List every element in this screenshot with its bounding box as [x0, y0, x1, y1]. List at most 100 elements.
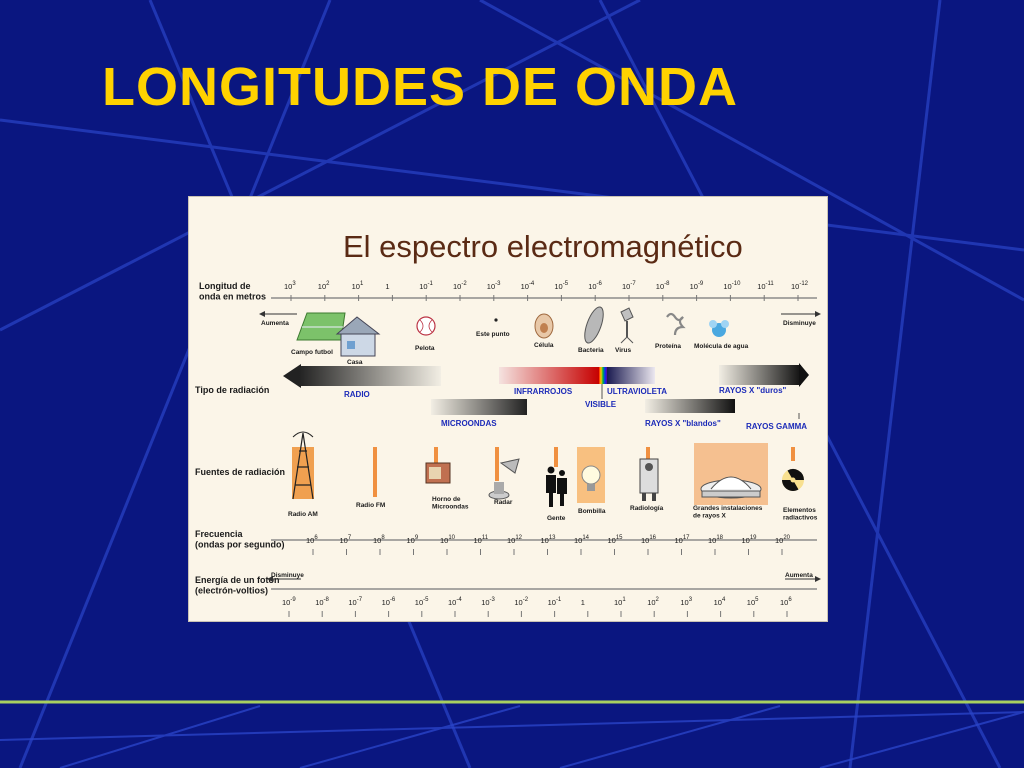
band-label-microwave: MICROONDAS — [441, 419, 497, 428]
wavelength-tick-label: 10-2 — [453, 281, 467, 291]
size-label-dot: Este punto — [476, 331, 510, 338]
energy-tick-label: 10-5 — [415, 597, 429, 607]
energy-tick-label: 10-2 — [514, 597, 528, 607]
fm-signal-icon — [373, 447, 377, 497]
wavelength-tick-label: 103 — [284, 281, 296, 291]
hard-xray-band — [719, 365, 801, 385]
size-label-water-molecule: Molécula de agua — [694, 343, 749, 350]
protein-icon — [666, 312, 686, 336]
band-label-gamma: RAYOS GAMMA — [746, 422, 807, 431]
soft-xray-band — [645, 399, 735, 413]
radio-band-arrowhead — [283, 364, 301, 388]
frequency-tick-label: 106 — [306, 535, 318, 545]
row-label-radiation-type: Tipo de radiación — [195, 385, 269, 395]
size-label-protein: Proteína — [655, 343, 681, 350]
light-bulb-icon — [577, 447, 605, 503]
em-spectrum-figure: El espectro electromagnético Longitud de… — [189, 197, 827, 621]
xray-facility-icon — [694, 443, 768, 505]
frequency-tick-label: 1014 — [574, 535, 590, 545]
wavelength-ticks: 103 102 101 1 10-1 10-2 10-3 10-4 10-5 10-6 10-7 10… — [284, 281, 809, 301]
frequency-tick-label: 107 — [340, 535, 352, 545]
source-label-people: Gente — [547, 515, 566, 522]
energy-tick-label: 10-9 — [282, 597, 296, 607]
em-spectrum-diagram: El espectro electromagnético Longitud de… — [195, 229, 821, 617]
size-label-ball: Pelota — [415, 345, 435, 352]
frequency-tick-label: 1017 — [675, 535, 691, 545]
source-label-xray-facility: Grandes instalaciones de rayos X — [693, 505, 763, 519]
frequency-tick-label: 1012 — [507, 535, 523, 545]
band-label-radio: RADIO — [344, 390, 370, 399]
energy-tick-label: 10-7 — [348, 597, 362, 607]
energy-increase-label: Aumenta — [785, 572, 813, 579]
frequency-tick-label: 108 — [373, 535, 385, 545]
frequency-ticks: 106 107 108 109 1010 1011 1012 1013 1014 1015 1016… — [306, 535, 791, 555]
diagram-title: El espectro electromagnético — [343, 229, 743, 264]
row-label-frequency: Frecuencia (ondas por segundo) — [195, 529, 285, 549]
frequency-tick-label: 1018 — [708, 535, 724, 545]
band-label-infrared: INFRARROJOS — [514, 387, 573, 396]
source-icons — [292, 431, 804, 507]
infrared-band — [499, 367, 599, 384]
radiation-bands — [283, 363, 809, 419]
frequency-tick-label: 1010 — [440, 535, 456, 545]
virus-icon — [620, 307, 634, 344]
source-label-am-radio: Radio AM — [288, 511, 318, 518]
wavelength-tick-label: 10-8 — [656, 281, 670, 291]
cell-icon — [534, 313, 554, 339]
radio-band — [299, 366, 441, 386]
source-label-radioactive: Elementos radiactivos — [783, 507, 818, 521]
energy-ticks: 10-9 10-8 10-7 10-6 10-5 10-4 10-3 10-2 10-1 1 101… — [282, 597, 792, 617]
wavelength-tick-label: 10-9 — [690, 281, 704, 291]
wavelength-tick-label: 10-12 — [791, 281, 809, 291]
radiation-band-labels: RADIO MICROONDAS INFRARROJOS VISIBLE ULT… — [344, 386, 807, 431]
size-label-bacteria: Bacteria — [578, 347, 604, 354]
source-label-radiology: Radiología — [630, 505, 664, 512]
football-field-icon — [296, 312, 346, 341]
wavelength-tick-label: 10-4 — [521, 281, 535, 291]
size-example-icons — [296, 306, 729, 357]
band-label-soft-xray: RAYOS X "blandos" — [645, 419, 721, 428]
dot-icon — [494, 318, 498, 322]
row-label-sources: Fuentes de radiación — [195, 467, 285, 477]
wavelength-tick-label: 10-3 — [487, 281, 501, 291]
energy-tick-label: 1 — [581, 598, 585, 607]
energy-decrease-label: Disminuye — [271, 572, 304, 579]
people-icon — [546, 447, 567, 507]
wavelength-tick-label: 10-6 — [588, 281, 602, 291]
wavelength-tick-label: 101 — [352, 281, 364, 291]
wavelength-tick-label: 1 — [385, 282, 389, 291]
slide-title: LONGITUDES DE ONDA — [102, 57, 739, 117]
ball-icon — [416, 316, 436, 336]
energy-tick-label: 103 — [680, 597, 692, 607]
energy-tick-label: 104 — [714, 597, 726, 607]
size-label-football-field: Campo futbol — [291, 349, 333, 356]
microwave-oven-icon — [425, 447, 451, 484]
size-example-labels: Campo futbol Casa Pelota Este punto Célu… — [291, 331, 749, 366]
energy-tick-label: 10-8 — [315, 597, 329, 607]
size-decrease-label: Disminuye — [783, 320, 816, 327]
frequency-tick-label: 109 — [407, 535, 419, 545]
wavelength-tick-label: 10-10 — [723, 281, 741, 291]
size-label-cell: Célula — [534, 342, 554, 349]
source-label-light-bulb: Bombilla — [578, 508, 606, 515]
wavelength-tick-label: 10-11 — [757, 281, 774, 291]
radiology-machine-icon — [639, 447, 659, 501]
hard-xray-arrowhead — [799, 363, 809, 387]
source-labels: Radio AM Radio FM Horno de Microondas Rad… — [288, 496, 818, 522]
row-label-wavelength: Longitud de onda en metros — [199, 281, 266, 301]
ultraviolet-band — [607, 367, 655, 384]
microwave-band — [431, 399, 527, 415]
frequency-tick-label: 1015 — [608, 535, 624, 545]
energy-tick-label: 101 — [614, 597, 626, 607]
energy-tick-label: 105 — [747, 597, 759, 607]
frequency-tick-label: 1016 — [641, 535, 657, 545]
size-increase-label: Aumenta — [261, 320, 289, 327]
radioactive-icon — [782, 447, 804, 491]
size-label-house: Casa — [347, 359, 363, 366]
energy-tick-label: 106 — [780, 597, 792, 607]
frequency-tick-label: 1020 — [775, 535, 791, 545]
house-icon — [335, 316, 381, 357]
size-label-virus: Virus — [615, 347, 632, 354]
bacteria-icon — [584, 306, 604, 344]
